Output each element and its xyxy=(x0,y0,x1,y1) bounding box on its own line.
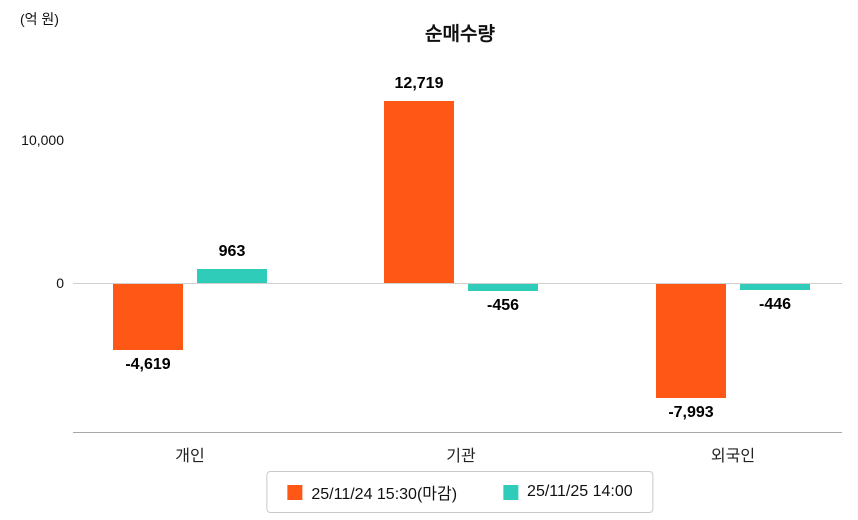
y-axis-tick-label: 10,000 xyxy=(21,132,64,148)
bar-intraday-1 xyxy=(468,284,538,291)
bar-value-label: 963 xyxy=(218,243,246,261)
x-axis-line xyxy=(73,432,842,433)
legend-swatch-orange xyxy=(287,484,303,500)
y-axis-tick-label: 0 xyxy=(56,275,64,291)
legend-item-intraday: 25/11/25 14:00 xyxy=(503,483,633,501)
category-label: 기관 xyxy=(446,448,476,465)
legend-label-intraday: 25/11/25 14:00 xyxy=(527,483,633,500)
legend: 25/11/24 15:30(마감) 25/11/25 14:00 xyxy=(266,471,654,513)
category-label: 개인 xyxy=(175,448,205,465)
category-label: 외국인 xyxy=(710,448,756,465)
bar-intraday-2 xyxy=(740,284,810,291)
bar-prev-close-0 xyxy=(113,284,183,351)
bar-prev-close-2 xyxy=(656,284,726,399)
bar-value-label: -7,993 xyxy=(668,404,714,422)
bar-value-label: 12,719 xyxy=(394,75,444,93)
axis-unit-label: (억 원) xyxy=(20,11,59,27)
bar-intraday-0 xyxy=(197,269,267,283)
legend-swatch-teal xyxy=(503,484,519,500)
legend-label-prev-close: 25/11/24 15:30(마감) xyxy=(311,486,458,503)
zero-gridline xyxy=(73,283,842,284)
bar-prev-close-1 xyxy=(384,101,454,283)
legend-item-prev-close: 25/11/24 15:30(마감) xyxy=(287,480,457,504)
bar-value-label: -446 xyxy=(758,296,792,314)
bar-value-label: -4,619 xyxy=(125,356,171,374)
bar-value-label: -456 xyxy=(486,296,520,314)
chart-title: 순매수량 xyxy=(425,24,495,45)
